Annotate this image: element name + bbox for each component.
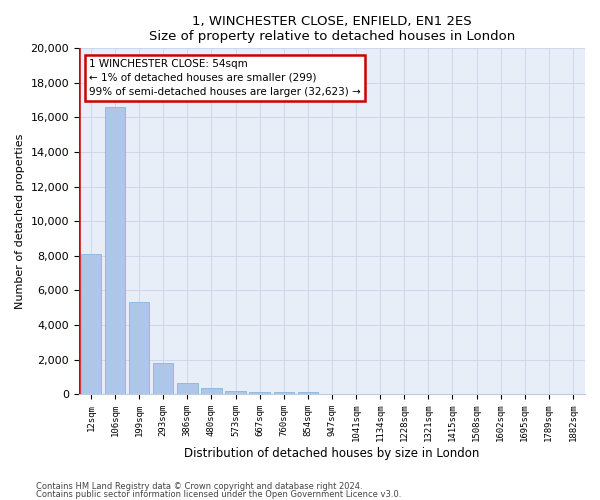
Text: 1 WINCHESTER CLOSE: 54sqm
← 1% of detached houses are smaller (299)
99% of semi-: 1 WINCHESTER CLOSE: 54sqm ← 1% of detach… (89, 58, 361, 96)
Bar (105, 107, 125, 394)
Title: 1, WINCHESTER CLOSE, ENFIELD, EN1 2ES
Size of property relative to detached hous: 1, WINCHESTER CLOSE, ENFIELD, EN1 2ES Si… (149, 15, 515, 43)
Bar (81, 254, 101, 394)
Text: Contains HM Land Registry data © Crown copyright and database right 2024.: Contains HM Land Registry data © Crown c… (36, 482, 362, 491)
Bar (226, 390, 246, 394)
Y-axis label: Number of detached properties: Number of detached properties (15, 134, 25, 309)
Bar (298, 392, 318, 394)
Bar (250, 392, 270, 394)
X-axis label: Distribution of detached houses by size in London: Distribution of detached houses by size … (184, 447, 479, 460)
Bar (201, 388, 221, 394)
Bar (274, 392, 294, 394)
Bar (129, 302, 149, 394)
Text: Contains public sector information licensed under the Open Government Licence v3: Contains public sector information licen… (36, 490, 401, 499)
Bar (153, 363, 173, 394)
Bar (177, 383, 197, 394)
